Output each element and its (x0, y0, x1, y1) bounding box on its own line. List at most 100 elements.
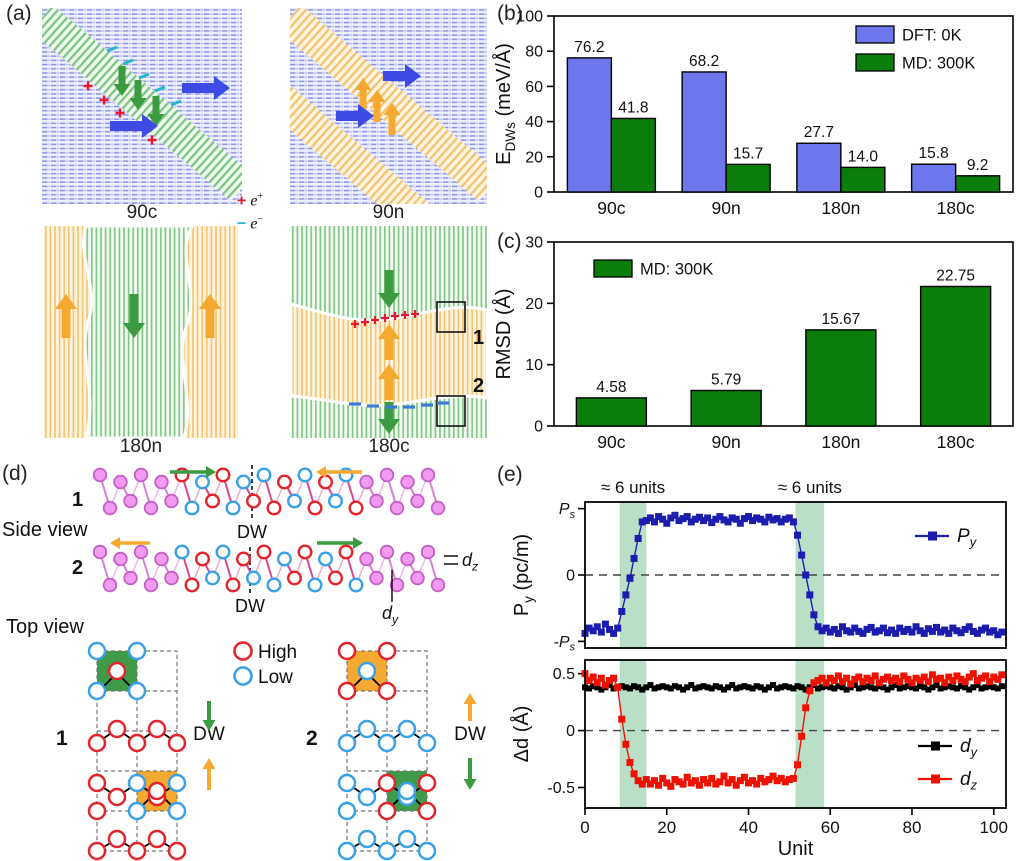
plus-charge-icon (351, 320, 359, 328)
data-point (753, 514, 761, 522)
caption-180c: 180c (368, 436, 410, 457)
data-point (736, 777, 744, 785)
data-point (761, 778, 769, 786)
data-point (757, 774, 765, 782)
data-point (781, 515, 789, 523)
data-point (892, 629, 900, 637)
y-axis-title: RMSD (Å) (492, 288, 515, 379)
data-point (740, 515, 748, 523)
data-point (586, 685, 593, 692)
data-point (843, 686, 850, 693)
data-point (904, 675, 912, 683)
atom (87, 733, 107, 753)
data-point (982, 624, 990, 632)
data-point (965, 673, 973, 681)
data-point (749, 685, 756, 692)
atom (337, 841, 357, 861)
positive-charge-legend: + e+ (237, 191, 264, 210)
atom (167, 733, 187, 753)
data-point (798, 732, 806, 740)
atom (127, 841, 147, 861)
atom (87, 841, 107, 861)
bar-value-label: 9.2 (967, 157, 989, 174)
data-point (631, 683, 638, 690)
dz-label: dz (462, 550, 478, 573)
atom (377, 641, 397, 661)
data-point (655, 781, 663, 789)
dw-label-2: DW (235, 596, 265, 616)
atom (235, 474, 251, 490)
bar-value-label: 76.2 (574, 39, 604, 56)
polarization-arrow-right (182, 76, 230, 100)
bar-value-label: 15.8 (919, 145, 949, 162)
data-point (863, 625, 871, 633)
data-point (859, 678, 867, 686)
bar-chart-rmsd: 0 10 20 30 90c 4.58 90n 5.79 180n 15.67 180c 22.75 R… (492, 235, 1014, 452)
atom (397, 719, 417, 739)
atom (357, 829, 377, 849)
x-tick-label: 0 (580, 818, 589, 837)
data-point (830, 625, 838, 633)
atom (256, 544, 272, 560)
data-point (982, 672, 990, 680)
atom (417, 733, 437, 753)
x-tick-label: 40 (739, 818, 758, 837)
data-point (945, 629, 953, 637)
data-point (774, 685, 781, 692)
data-point (978, 685, 985, 692)
data-point (883, 629, 891, 637)
data-point (961, 625, 969, 633)
atom (420, 467, 436, 483)
atom (123, 493, 138, 509)
atom (377, 841, 397, 861)
atom (245, 493, 261, 509)
data-point (741, 683, 748, 690)
data-point (945, 673, 953, 681)
atom (297, 544, 313, 560)
data-point (826, 674, 834, 682)
data-point (921, 684, 928, 691)
data-point (671, 683, 678, 690)
bar (840, 166, 886, 193)
y-axis-title: Py (pc/m) (511, 534, 536, 616)
y-tick-label: 0 (566, 568, 575, 585)
data-point (973, 676, 981, 684)
polarization-arrow-right (110, 114, 158, 138)
atom (338, 544, 354, 560)
data-point (601, 681, 609, 689)
data-point (822, 679, 830, 687)
data-point (606, 682, 613, 689)
data-point (896, 624, 904, 632)
legend-label: dy (960, 736, 979, 760)
atom (417, 841, 437, 861)
data-point (585, 676, 593, 684)
atom (127, 733, 147, 753)
data-point (998, 628, 1006, 636)
data-point (900, 684, 907, 691)
data-point (663, 779, 671, 787)
data-point (712, 515, 720, 523)
atom (337, 801, 357, 821)
atom (194, 474, 210, 490)
data-point (610, 674, 618, 682)
data-point (667, 685, 674, 692)
atom (307, 577, 323, 593)
data-point (888, 626, 896, 634)
data-point (990, 673, 998, 681)
arrow-up-orange (202, 758, 216, 790)
atom (127, 801, 147, 821)
data-point (855, 627, 863, 635)
data-point (994, 631, 1002, 639)
x-category-label: 180n (821, 432, 860, 452)
data-point (601, 620, 609, 628)
band-width-annotation: ≈ 6 units (601, 478, 665, 497)
data-point (635, 684, 642, 691)
data-point (736, 519, 744, 527)
data-point (663, 684, 670, 691)
data-point (830, 676, 838, 684)
data-point (986, 683, 993, 690)
data-point (892, 682, 899, 689)
atom (337, 733, 357, 753)
polarization-arrow-down (147, 96, 165, 126)
data-point (716, 513, 724, 521)
